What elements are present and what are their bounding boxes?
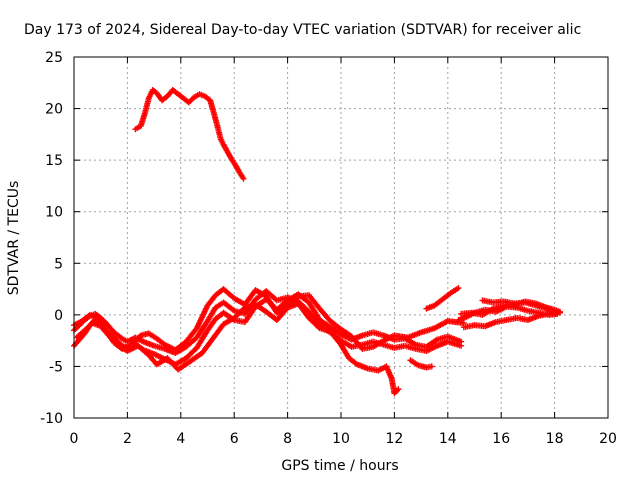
x-tick-label: 10 (332, 431, 350, 447)
data-points-layer (71, 87, 563, 397)
x-tick-label: 12 (385, 431, 403, 447)
data-series-arc-i (460, 309, 561, 331)
data-series-arc-high (132, 87, 247, 182)
y-tick-label: 0 (54, 308, 63, 324)
x-tick-label: 0 (70, 431, 79, 447)
data-point-marker (556, 308, 563, 315)
data-point-marker (240, 175, 247, 182)
y-tick-label: 20 (45, 102, 63, 118)
data-series-arc-j (458, 298, 563, 318)
x-tick-label: 20 (599, 431, 617, 447)
x-tick-label: 6 (230, 431, 239, 447)
y-tick-label: 5 (54, 256, 63, 272)
x-tick-label: 8 (283, 431, 292, 447)
data-series-arc-f (423, 285, 462, 312)
x-tick-label: 18 (546, 431, 564, 447)
data-point-marker (428, 363, 435, 370)
y-tick-label: -10 (40, 411, 63, 427)
x-tick-label: 4 (176, 431, 185, 447)
y-axis-label: SDTVAR / TECUs (6, 181, 22, 296)
chart-title: Day 173 of 2024, Sidereal Day-to-day VTE… (24, 22, 581, 38)
y-tick-label: 15 (45, 153, 63, 169)
data-point-marker (455, 285, 462, 292)
y-tick-label: -5 (49, 359, 63, 375)
x-tick-label: 14 (439, 431, 457, 447)
x-axis-label: GPS time / hours (281, 458, 398, 474)
data-series-arc-d (73, 300, 402, 397)
y-tick-label: 10 (45, 205, 63, 221)
grid-lines (74, 57, 608, 418)
axis-ticks: 0 2 4 6 8 10 12 14 16 18 20 -10 -5 0 5 10 15 20 25 (40, 50, 617, 447)
data-series-arc-e (407, 357, 435, 371)
x-tick-label: 2 (123, 431, 132, 447)
data-series-arc-a (71, 291, 465, 368)
data-point-marker (395, 386, 402, 393)
data-point-marker (458, 342, 465, 349)
y-tick-label: 25 (45, 50, 63, 66)
x-tick-label: 16 (492, 431, 510, 447)
